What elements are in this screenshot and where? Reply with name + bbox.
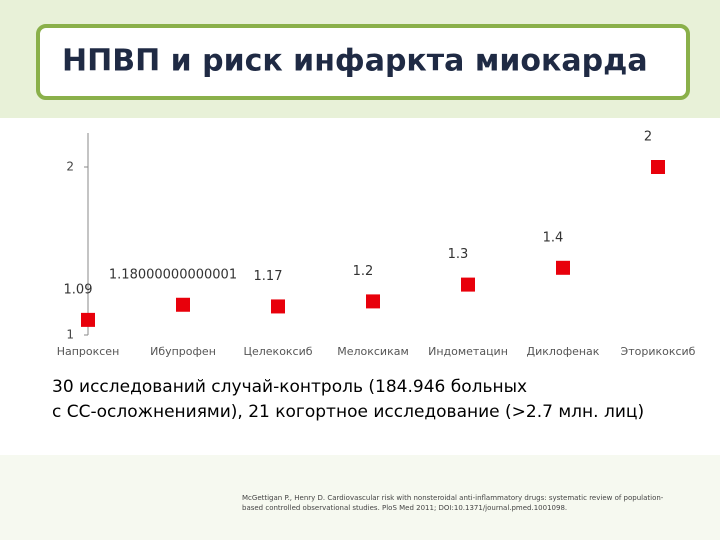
data-label: 1.3	[448, 247, 469, 262]
data-label: 1.09	[64, 282, 93, 297]
marker	[176, 297, 190, 312]
x-tick-label: Индометацин	[428, 345, 508, 358]
data-label: 2	[644, 130, 652, 145]
marker	[271, 299, 285, 314]
marker	[556, 260, 570, 275]
marker	[81, 312, 95, 327]
citation: McGettigan P., Henry D. Cardiovascular r…	[242, 494, 664, 502]
x-tick-label: Мелоксикам	[337, 345, 409, 358]
x-tick-label: Целекоксиб	[243, 345, 312, 358]
footer-band	[0, 455, 720, 540]
y-tick-label: 1	[66, 328, 74, 342]
body-text: с СС-осложнениями), 21 когортное исследо…	[52, 402, 644, 422]
marker	[651, 160, 665, 174]
content-area	[0, 118, 720, 455]
marker	[366, 294, 380, 309]
data-label: 1.4	[543, 230, 564, 245]
x-tick-label: Диклофенак	[527, 345, 600, 358]
y-tick-label: 2	[66, 160, 74, 174]
citation: based controlled observational studies. …	[242, 504, 567, 512]
title-box	[36, 24, 690, 100]
slide-title: НПВП и риск инфаркта миокарда	[62, 44, 648, 79]
x-tick-label: Напроксен	[57, 345, 120, 358]
data-label: 1.17	[254, 269, 283, 284]
x-tick-label: Ибупрофен	[150, 345, 216, 358]
marker	[461, 277, 475, 292]
data-label: 1.18000000000001	[109, 267, 237, 282]
body-text: 30 исследований случай-контроль (184.946…	[52, 377, 527, 397]
data-label: 1.2	[353, 264, 374, 279]
x-tick-label: Эторикоксиб	[621, 345, 696, 358]
